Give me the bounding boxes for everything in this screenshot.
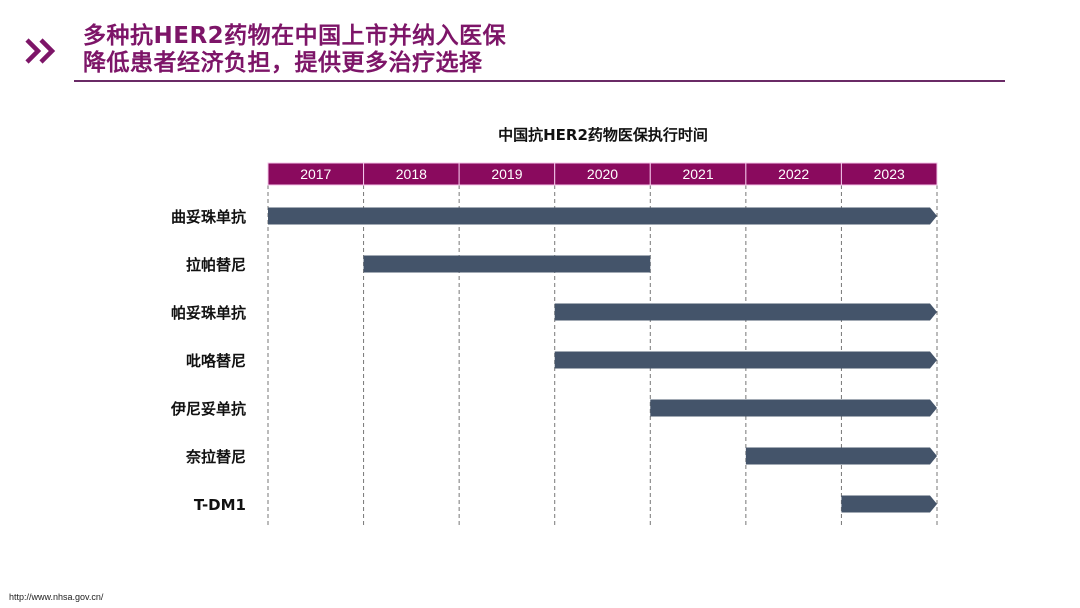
drug-label: 帕妥珠单抗 [171,304,246,322]
drug-label: 吡咯替尼 [186,352,246,370]
timeline-bar [363,255,651,273]
year-label: 2020 [587,166,618,182]
year-label: 2018 [396,166,427,182]
drug-label: 奈拉替尼 [185,448,246,466]
timeline-bar [268,207,937,225]
source-link[interactable]: http://www.nhsa.gov.cn/ [9,592,104,602]
drug-label: 伊尼妥单抗 [170,400,246,418]
timeline-bar [554,303,937,321]
timeline-bar [841,495,937,513]
year-label: 2021 [682,166,713,182]
timeline-bar [650,399,937,417]
title-line-1: 多种抗HER2药物在中国上市并纳入医保 [83,23,507,49]
chart-title: 中国抗HER2药物医保执行时间 [498,126,708,144]
double-chevron-right-icon [25,38,56,64]
drug-label: T-DM1 [194,496,246,514]
year-label: 2017 [300,166,331,182]
year-header-cell [840,162,938,186]
drug-label: 曲妥珠单抗 [171,208,246,226]
timeline-bar [745,447,937,465]
drug-label: 拉帕替尼 [186,256,246,274]
timeline-bar [554,351,937,369]
year-label: 2019 [491,166,522,182]
year-label: 2022 [778,166,809,182]
year-label: 2023 [874,166,905,182]
title-divider [74,80,1005,82]
page-title: 多种抗HER2药物在中国上市并纳入医保 降低患者经济负担，提供更多治疗选择 [83,23,506,77]
title-line-2: 降低患者经济负担，提供更多治疗选择 [83,50,483,76]
